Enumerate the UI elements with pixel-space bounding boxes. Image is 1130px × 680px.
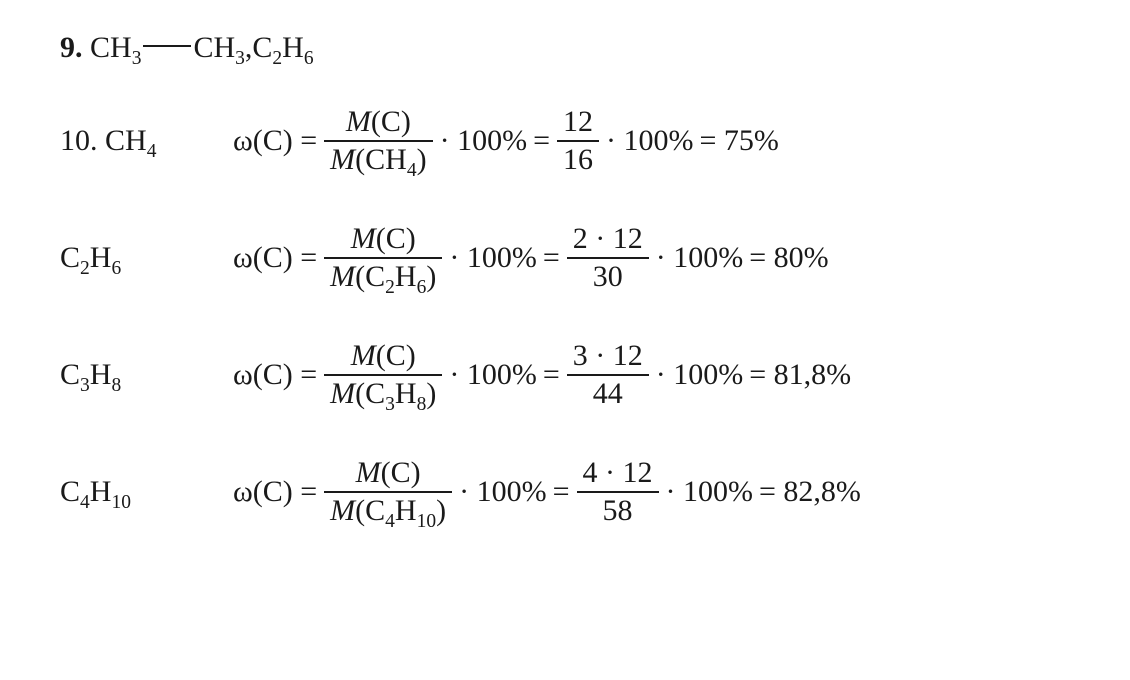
page: 9. CH3 CH3 , C2H6 10. CH4 ω(C) = M(C) M(… [0,0,1130,546]
result-c3h8: = 81,8% [749,357,851,393]
frac-48-58: 4 · 12 58 [577,457,659,526]
eq-ch4: ω(C) = M(C) M(CH4) · 100% = 12 16 · 100%… [230,106,1080,175]
line-9: 9. CH3 CH3 , C2H6 [60,30,1080,66]
frac-24-30: 2 · 12 30 [567,223,649,292]
line-c3h8: C3H8 ω(C) = M(C) M(C3H8) · 100% = 3 · 12… [60,340,1080,409]
label-c4h10: C4H10 [60,474,230,510]
line-10-ch4: 10. CH4 ω(C) = M(C) M(CH4) · 100% = 12 1… [60,106,1080,175]
item-number-9: 9. [60,30,83,66]
frac-36-44: 3 · 12 44 [567,340,649,409]
bond-line [143,45,191,47]
frac-12-16: 12 16 [557,106,599,175]
frac-mc-mc4h10: M(C) M(C4H10) [324,457,452,526]
frac-mc-mch4: M(C) M(CH4) [324,106,432,175]
eq-c2h6: ω(C) = M(C) M(C2H6) · 100% = 2 · 12 30 ·… [230,223,1080,292]
line-c4h10: C4H10 ω(C) = M(C) M(C4H10) · 100% = 4 · … [60,457,1080,526]
result-ch4: = 75% [699,123,778,159]
c2h6-formula: C2H6 [252,30,313,66]
result-c2h6: = 80% [749,240,828,276]
frac-mc-mc3h8: M(C) M(C3H8) [324,340,442,409]
line-c2h6: C2H6 ω(C) = M(C) M(C2H6) · 100% = 2 · 12… [60,223,1080,292]
eq-c3h8: ω(C) = M(C) M(C3H8) · 100% = 3 · 12 44 ·… [230,340,1080,409]
ch3-left: CH3 [90,30,141,66]
result-c4h10: = 82,8% [759,474,861,510]
label-c2h6: C2H6 [60,240,230,276]
label-c3h8: C3H8 [60,357,230,393]
frac-mc-mc2h6: M(C) M(C2H6) [324,223,442,292]
label-ch4: 10. CH4 [60,123,230,159]
ch3-right: CH3 [193,30,244,66]
eq-c4h10: ω(C) = M(C) M(C4H10) · 100% = 4 · 12 58 … [230,457,1080,526]
